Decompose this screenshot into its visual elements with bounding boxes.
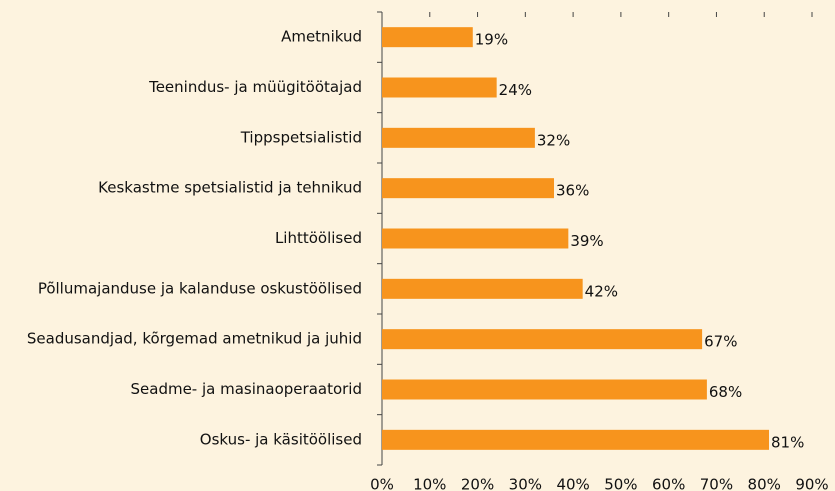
x-tick-label: 80% [748, 476, 781, 491]
bar [382, 329, 703, 350]
value-label: 24% [499, 81, 532, 99]
y-tick-label: Oskus- ja käsitöölised [200, 430, 362, 448]
y-tick-label: Tippspetsialistid [240, 128, 362, 146]
x-tick-label: 90% [795, 476, 828, 491]
bar [382, 77, 497, 98]
bar [382, 27, 473, 48]
y-tick-label: Keskastme spetsialistid ja tehnikud [98, 179, 362, 197]
y-tick-label: Põllumajanduse ja kalanduse oskustöölise… [38, 279, 362, 297]
value-label: 81% [771, 433, 804, 451]
bar [382, 127, 535, 148]
bar [382, 429, 769, 450]
y-tick-label: Ametnikud [281, 28, 362, 46]
bar [382, 278, 583, 299]
y-tick-label: Teenindus- ja müügitöötajad [148, 78, 362, 96]
value-label: 32% [537, 131, 570, 149]
x-tick-label: 70% [700, 476, 733, 491]
x-tick-label: 60% [652, 476, 685, 491]
bar [382, 228, 569, 249]
value-label: 67% [704, 333, 737, 351]
value-label: 39% [570, 232, 603, 250]
x-tick-label: 30% [509, 476, 542, 491]
x-tick-label: 0% [370, 476, 394, 491]
bar [382, 379, 707, 400]
x-tick-label: 20% [461, 476, 494, 491]
x-tick-label: 40% [556, 476, 589, 491]
y-tick-label: Lihttöölised [275, 229, 362, 247]
value-label: 36% [556, 182, 589, 200]
value-label: 68% [709, 383, 742, 401]
value-label: 42% [585, 282, 618, 300]
bar [382, 178, 554, 199]
y-tick-label: Seadusandjad, kõrgemad ametnikud ja juhi… [27, 330, 362, 348]
y-tick-label: Seadme- ja masinaoperaatorid [131, 380, 363, 398]
x-tick-label: 10% [413, 476, 446, 491]
x-tick-label: 50% [604, 476, 637, 491]
value-label: 19% [475, 31, 508, 49]
